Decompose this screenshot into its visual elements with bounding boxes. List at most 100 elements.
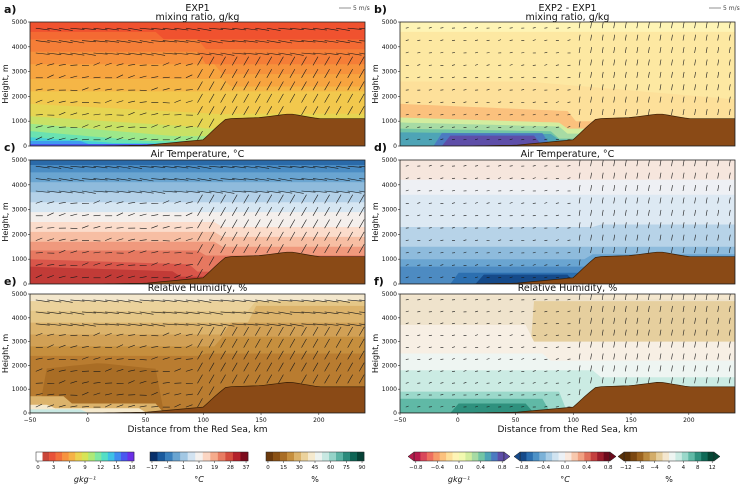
wind-arrow (185, 89, 193, 91)
wind-arrow (232, 165, 247, 169)
wind-arrow (335, 362, 342, 372)
wind-arrow (440, 382, 444, 384)
colorbar-swatch (497, 452, 505, 461)
wind-arrow (371, 300, 385, 302)
wind-arrow (81, 392, 89, 396)
wind-arrow (105, 311, 120, 314)
wind-arrow (266, 190, 281, 194)
wind-arrow (440, 165, 444, 167)
wind-arrow (509, 264, 513, 266)
wind-arrow (532, 89, 536, 91)
wind-arrow (601, 222, 604, 229)
wind-arrow (70, 405, 78, 408)
wind-arrow (682, 84, 685, 91)
wind-arrow (694, 305, 696, 312)
wind-arrow (590, 377, 592, 384)
wind-arrow (613, 84, 615, 91)
wind-arrow (359, 311, 365, 313)
wind-arrow (475, 394, 479, 396)
wind-arrow (428, 381, 432, 384)
wind-arrow (174, 403, 181, 408)
colorbar-tick-label: 0 (266, 465, 270, 471)
colorbar-swatch (552, 452, 559, 461)
wind-arrow (498, 346, 502, 348)
wind-arrow (58, 100, 66, 103)
terrain (400, 113, 735, 146)
wind-arrow (451, 346, 455, 348)
wind-arrow (220, 81, 226, 91)
wind-arrow (463, 251, 467, 254)
wind-arrow (578, 247, 581, 254)
wind-arrow (312, 178, 327, 181)
wind-arrow (324, 40, 339, 43)
wind-arrow (185, 264, 193, 266)
wind-arrow (255, 311, 270, 315)
wind-arrow (694, 234, 696, 241)
wind-arrow (440, 138, 444, 141)
colorbar-swatch (217, 452, 226, 461)
wind-arrow (255, 231, 261, 241)
wind-arrow (671, 84, 673, 91)
wind-arrow (682, 294, 685, 300)
wind-arrow (139, 89, 147, 91)
wind-arrow (139, 112, 147, 116)
colorbar-swatch (701, 452, 708, 461)
colorbar-extend-low (617, 451, 625, 462)
wind-arrow (266, 40, 281, 44)
wind-arrow (162, 262, 170, 266)
wind-arrow (428, 370, 432, 372)
wind-arrow (278, 350, 284, 360)
wind-arrow (532, 264, 536, 266)
colorbar-swatch (426, 452, 434, 461)
wind-arrow (578, 34, 581, 41)
wind-arrow (151, 27, 166, 30)
wind-arrow (70, 250, 78, 254)
wind-arrow (81, 406, 90, 408)
wind-arrow (717, 197, 719, 204)
wind-arrow (717, 377, 719, 384)
colorbar-swatch (688, 452, 696, 461)
wind-arrow (358, 362, 365, 372)
colorbar-tick-label: −8 (164, 465, 173, 471)
wind-arrow (371, 179, 385, 181)
wind-arrow (70, 165, 85, 168)
colorbar-swatch (36, 452, 43, 461)
wind-arrow (185, 358, 193, 360)
wind-arrow (659, 71, 662, 78)
wind-arrow (567, 89, 571, 91)
wind-arrow (139, 345, 147, 348)
wind-arrow (417, 190, 421, 192)
wind-arrow (659, 59, 662, 66)
wind-arrow (105, 393, 112, 396)
wind-arrow (417, 264, 421, 266)
colorbar-tick-label: 3 (52, 465, 56, 471)
wind-arrow (532, 382, 536, 384)
wind-arrow (601, 197, 604, 204)
wind-arrow (336, 52, 351, 56)
wind-arrow (151, 225, 158, 229)
wind-arrow (151, 323, 166, 327)
wind-arrow (671, 209, 673, 216)
wind-arrow (208, 256, 215, 266)
wind-arrow (486, 346, 490, 348)
ytick-label: 1000 (12, 118, 27, 125)
wind-arrow (35, 200, 43, 204)
wind-arrow (243, 206, 249, 216)
wind-arrow (324, 194, 330, 204)
colorbar-tick-label: 0.0 (561, 465, 570, 471)
wind-arrow (278, 338, 284, 348)
wind-arrow (70, 202, 78, 204)
wind-arrow (301, 231, 307, 241)
wind-arrow (289, 93, 296, 103)
colorbar-tick-label: 0.8 (498, 465, 507, 471)
wind-arrow (58, 64, 66, 66)
wind-arrow (185, 190, 200, 193)
wind-arrow (682, 329, 685, 336)
wind-arrow (625, 71, 627, 78)
wind-arrow (613, 247, 615, 254)
wind-arrow (93, 88, 101, 91)
wind-arrow (35, 165, 50, 169)
wind-arrow (717, 185, 719, 192)
wind-arrow (498, 239, 502, 241)
wind-arrow (475, 51, 479, 54)
